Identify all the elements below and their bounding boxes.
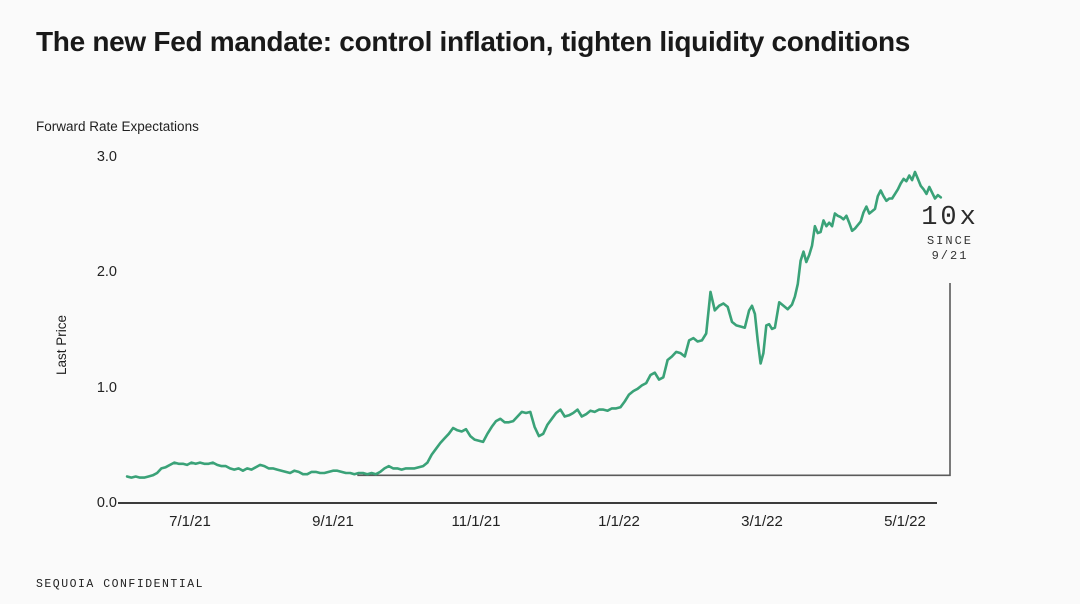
confidential-footer: SEQUOIA CONFIDENTIAL — [36, 578, 205, 591]
x-tick-label: 11/1/21 — [451, 513, 501, 530]
x-tick-label: 3/1/22 — [741, 513, 783, 530]
chart-subtitle: Forward Rate Expectations — [36, 119, 199, 134]
tenx-annotation-headline: 10x — [921, 203, 979, 233]
x-tick-label: 1/1/22 — [598, 513, 640, 530]
y-tick-label: 3.0 — [96, 149, 117, 165]
page-title: The new Fed mandate: control inflation, … — [36, 26, 911, 57]
tenx-annotation-since: SINCE — [926, 233, 973, 248]
tenx-annotation: 10x SINCE 9/21 — [900, 203, 1000, 264]
x-tick-label: 9/1/21 — [312, 513, 354, 530]
tenx-annotation-date: 9/21 — [931, 248, 969, 263]
annotation-bracket-line — [357, 283, 951, 477]
x-tick-label: 5/1/22 — [884, 513, 926, 530]
y-tick-label: 2.0 — [96, 264, 117, 281]
forward-rate-series-line — [125, 170, 943, 479]
x-tick-label: 7/1/21 — [169, 513, 211, 530]
y-tick-label: 0.0 — [96, 495, 117, 511]
y-tick-label: 1.0 — [96, 379, 117, 396]
